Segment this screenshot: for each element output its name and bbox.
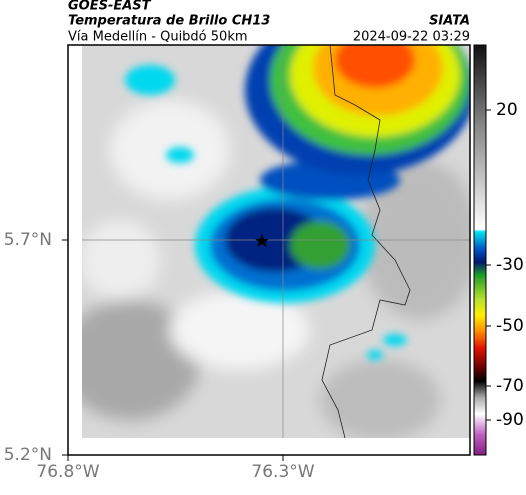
colorbar-label: -50 [496,316,524,336]
title: Temperatura de Brillo CH13 [68,14,270,29]
colorbar-label: -90 [496,410,524,430]
timestamp: 2024-09-22 03:29 [353,30,470,45]
satellite-image [82,45,470,438]
map-frame [67,44,471,456]
colorbar-label: 20 [496,100,518,120]
lon-label: 76.8°W [36,462,99,482]
colorbar-label: -70 [496,376,524,396]
agency: SIATA [429,14,470,29]
lon-label: 76.3°W [251,462,314,482]
colorbar-label: -30 [496,255,524,275]
subtitle: Vía Medellín - Quibdó 50km [68,30,248,45]
source: GOES-EAST [68,0,152,14]
lat-label: 5.2°N [4,445,52,465]
colorbar [473,44,487,456]
lat-label: 5.7°N [4,230,52,250]
